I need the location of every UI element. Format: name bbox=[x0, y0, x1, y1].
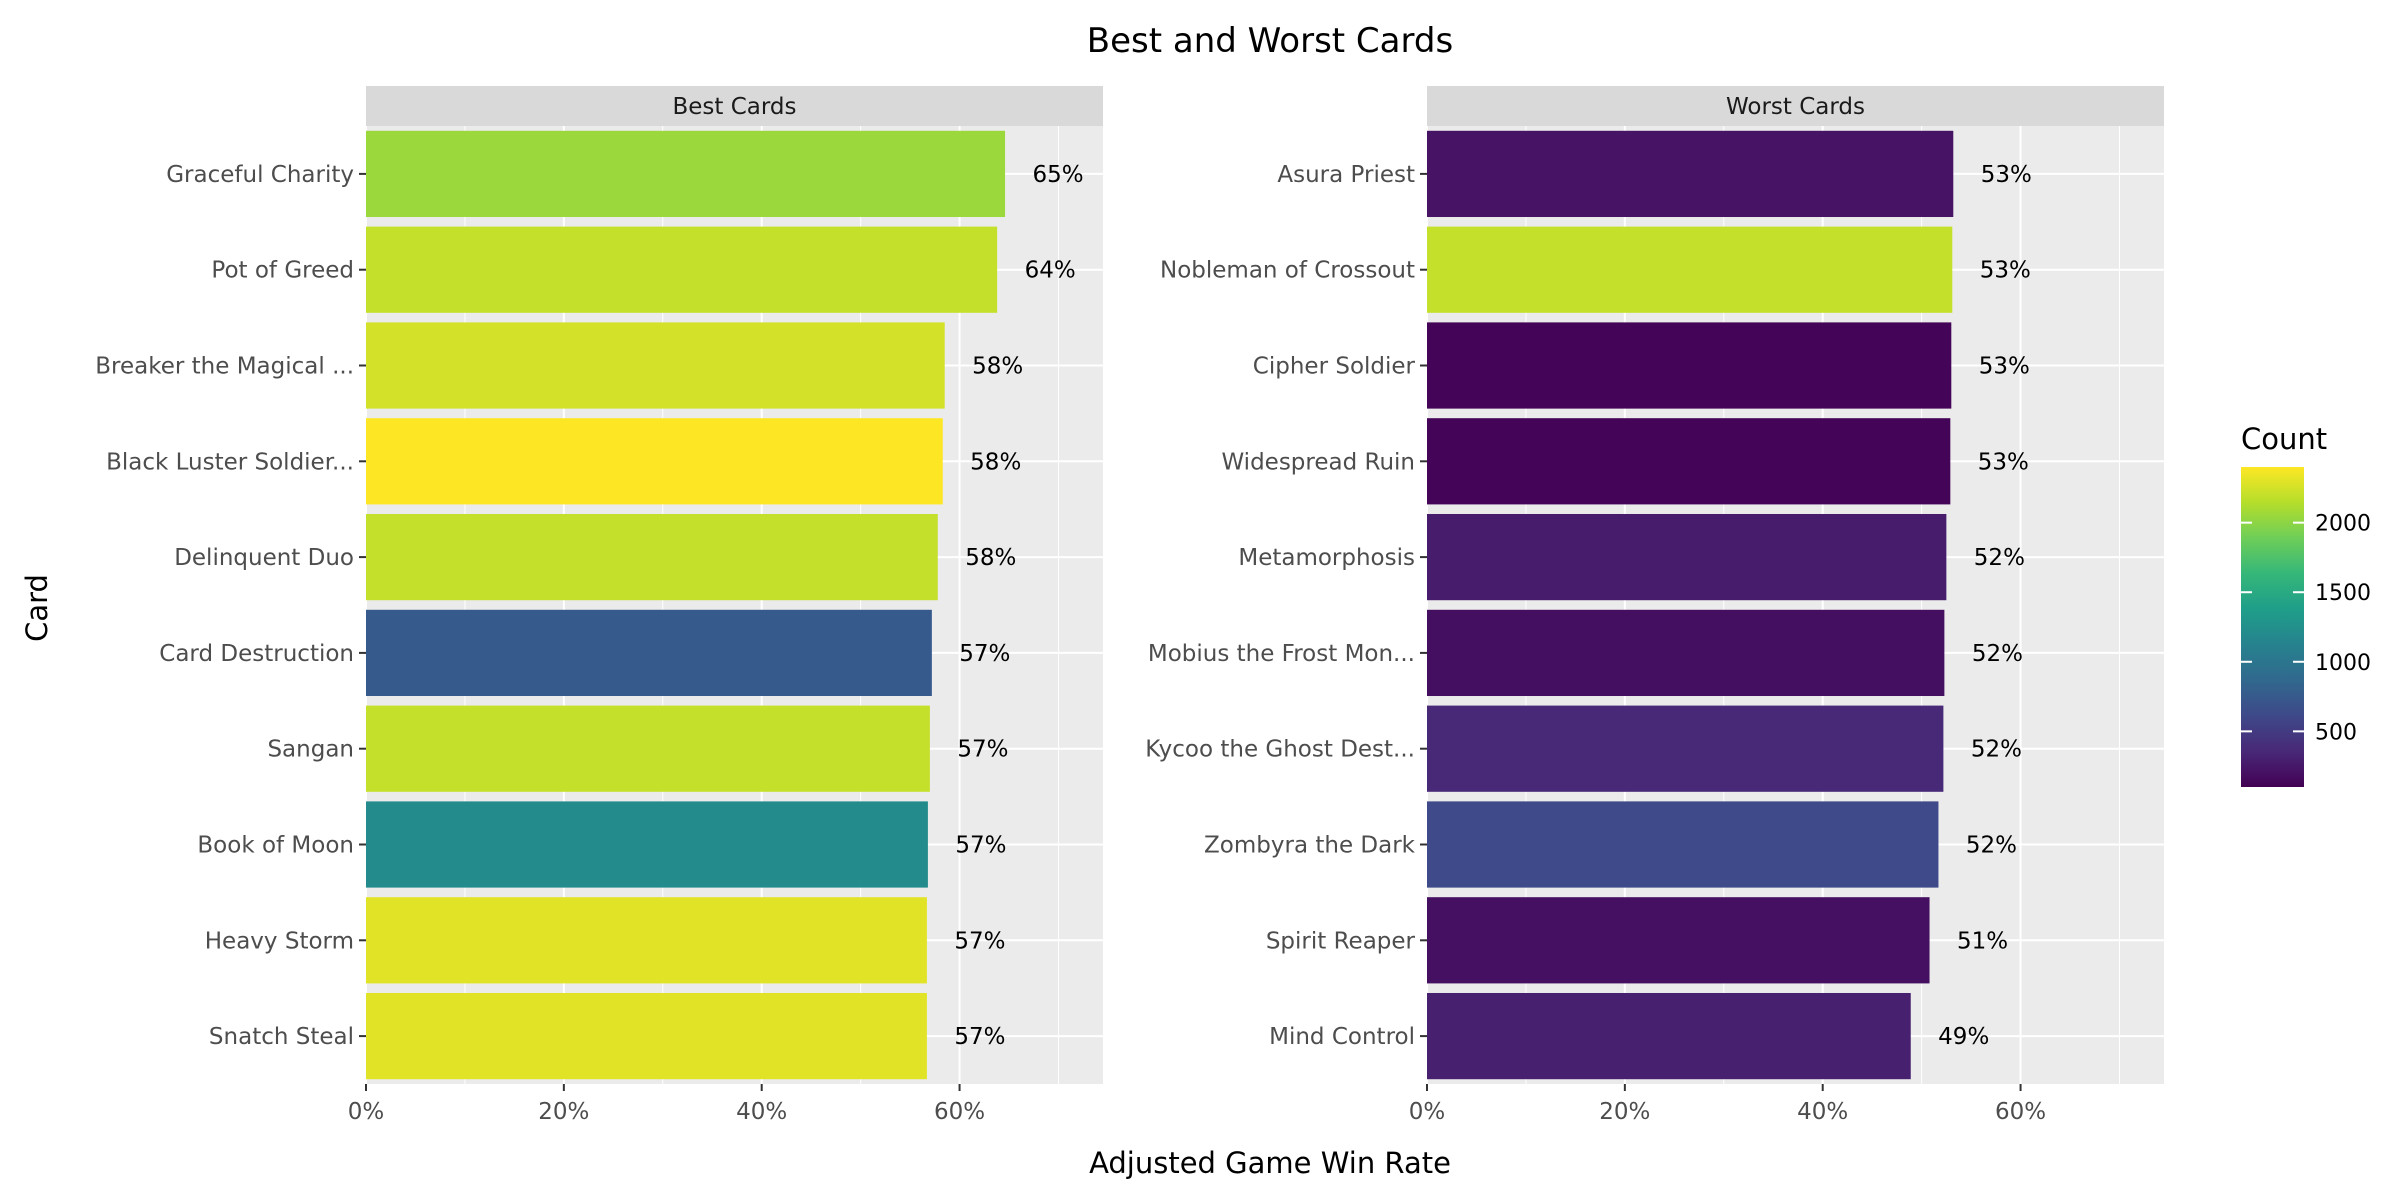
category-label: Kycoo the Ghost Dest... bbox=[1145, 737, 1415, 763]
data-label: 58% bbox=[970, 449, 1021, 475]
data-label: 57% bbox=[954, 1024, 1005, 1050]
category-label: Delinquent Duo bbox=[174, 545, 354, 571]
legend-tick-label: 2000 bbox=[2315, 512, 2371, 537]
bar bbox=[366, 130, 1006, 218]
x-tick-label: 20% bbox=[1599, 1099, 1650, 1125]
bar bbox=[1427, 992, 1911, 1080]
bar bbox=[1427, 130, 1954, 218]
data-label: 57% bbox=[959, 641, 1010, 667]
x-axis-title: Adjusted Game Win Rate bbox=[1089, 1146, 1451, 1180]
bar bbox=[366, 226, 998, 313]
bar bbox=[1427, 513, 1947, 601]
category-label: Card Destruction bbox=[159, 641, 354, 667]
data-label: 51% bbox=[1957, 928, 2008, 954]
data-label: 53% bbox=[1978, 449, 2029, 475]
bar bbox=[1427, 322, 1952, 409]
category-label: Widespread Ruin bbox=[1221, 449, 1415, 475]
category-label: Asura Priest bbox=[1277, 162, 1415, 188]
category-label: Snatch Steal bbox=[209, 1024, 354, 1050]
data-label: 64% bbox=[1025, 258, 1076, 284]
legend-colorbar bbox=[2241, 467, 2304, 787]
x-tick-label: 60% bbox=[1995, 1099, 2046, 1125]
x-tick-label: 40% bbox=[1797, 1099, 1848, 1125]
category-label: Cipher Soldier bbox=[1253, 354, 1416, 380]
x-tick-label: 60% bbox=[934, 1099, 985, 1125]
category-label: Nobleman of Crossout bbox=[1160, 258, 1415, 284]
facet-worst: Worst Cards Asura Priest 53% Nobleman of Cr… bbox=[1145, 86, 2164, 1125]
facet-best: Best Cards Graceful Charity 65% Pot of Gree… bbox=[95, 86, 1103, 1125]
bar bbox=[366, 513, 938, 601]
category-label: Sangan bbox=[267, 737, 354, 763]
legend-tick-label: 500 bbox=[2315, 720, 2357, 745]
bar bbox=[1427, 705, 1944, 792]
x-tick-label: 0% bbox=[348, 1099, 385, 1125]
legend-tick-label: 1500 bbox=[2315, 581, 2371, 606]
chart-title: Best and Worst Cards bbox=[1087, 21, 1453, 61]
facet-strip bbox=[1427, 86, 2164, 126]
data-label: 52% bbox=[1972, 641, 2023, 667]
category-label: Zombyra the Dark bbox=[1204, 833, 1416, 859]
category-label: Pot of Greed bbox=[211, 258, 354, 284]
data-label: 53% bbox=[1980, 258, 2031, 284]
bar bbox=[366, 322, 945, 409]
y-axis-title: Card bbox=[20, 574, 54, 642]
legend-title: Count bbox=[2241, 422, 2327, 456]
data-label: 57% bbox=[955, 833, 1006, 859]
data-label: 58% bbox=[965, 545, 1016, 571]
category-label: Breaker the Magical ... bbox=[95, 354, 354, 380]
bar bbox=[1427, 226, 1953, 313]
x-tick-label: 0% bbox=[1409, 1099, 1446, 1125]
data-label: 53% bbox=[1981, 162, 2032, 188]
legend-tick-label: 1000 bbox=[2315, 651, 2371, 676]
bar bbox=[366, 801, 928, 888]
data-label: 52% bbox=[1974, 545, 2025, 571]
data-label: 57% bbox=[954, 928, 1005, 954]
data-label: 52% bbox=[1966, 833, 2017, 859]
data-label: 52% bbox=[1971, 737, 2022, 763]
category-label: Heavy Storm bbox=[205, 928, 354, 954]
category-label: Black Luster Soldier... bbox=[106, 449, 354, 475]
facet-strip-label: Worst Cards bbox=[1726, 94, 1865, 120]
x-tick-label: 20% bbox=[538, 1099, 589, 1125]
category-label: Metamorphosis bbox=[1238, 545, 1415, 571]
category-label: Graceful Charity bbox=[166, 162, 354, 188]
facet-panels: Best Cards Graceful Charity 65% Pot of Gree… bbox=[95, 86, 2164, 1125]
data-label: 57% bbox=[957, 737, 1008, 763]
category-label: Book of Moon bbox=[197, 833, 354, 859]
data-label: 65% bbox=[1033, 162, 1084, 188]
category-label: Mobius the Frost Mon... bbox=[1148, 641, 1415, 667]
bar bbox=[1427, 897, 1930, 984]
bar bbox=[366, 705, 930, 792]
category-label: Spirit Reaper bbox=[1266, 928, 1416, 954]
data-label: 49% bbox=[1938, 1024, 1989, 1050]
bar bbox=[1427, 418, 1951, 505]
bar bbox=[366, 418, 943, 505]
legend-ticks: 500 1000 1500 2000 bbox=[2241, 512, 2371, 745]
bar bbox=[1427, 801, 1939, 888]
data-label: 53% bbox=[1979, 354, 2030, 380]
category-label: Mind Control bbox=[1269, 1024, 1415, 1050]
facet-strip bbox=[366, 86, 1103, 126]
data-label: 58% bbox=[972, 354, 1023, 380]
bar bbox=[1427, 609, 1945, 697]
x-tick-label: 40% bbox=[736, 1099, 787, 1125]
facet-strip-label: Best Cards bbox=[672, 94, 796, 120]
bar bbox=[366, 897, 927, 984]
bar bbox=[366, 992, 927, 1080]
legend: Count 500 1000 1500 2000 bbox=[2241, 422, 2371, 787]
bar bbox=[366, 609, 932, 697]
